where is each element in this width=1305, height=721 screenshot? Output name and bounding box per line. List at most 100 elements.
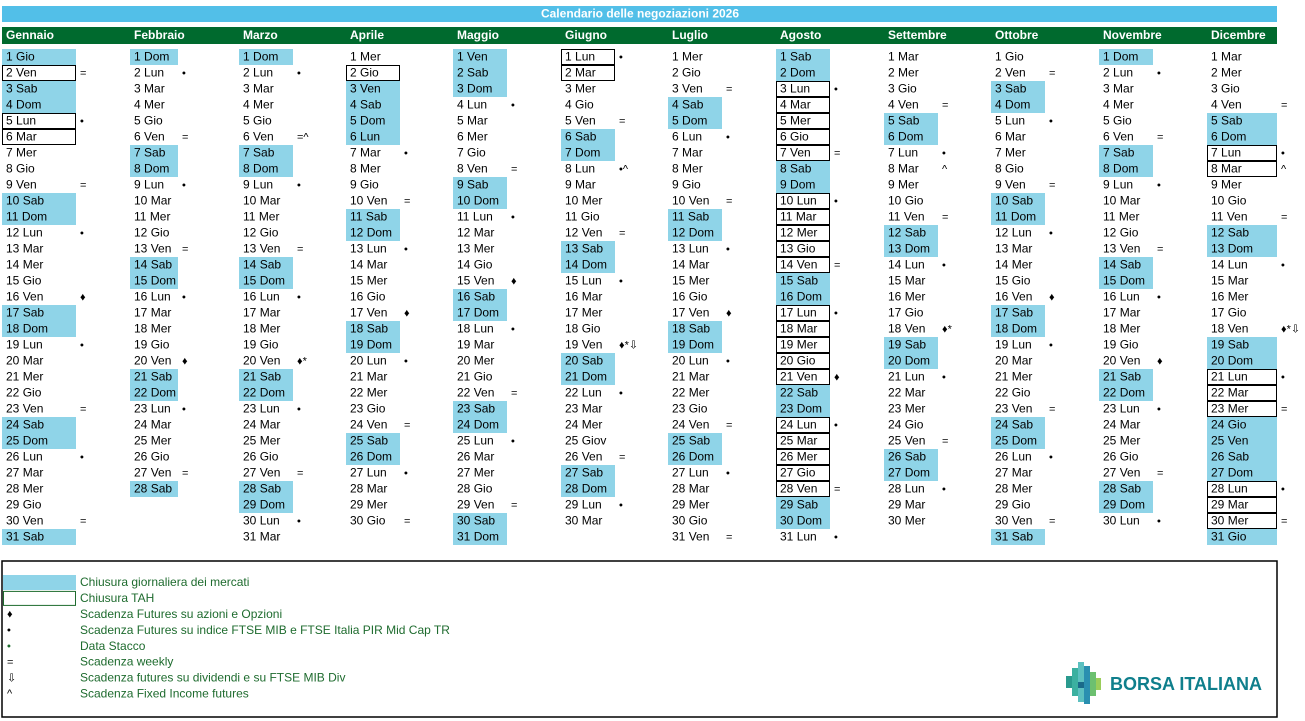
weekday: Mer — [790, 114, 811, 128]
month-name: Marzo — [243, 28, 278, 42]
weekday: Mer — [23, 370, 44, 384]
day: 27 Mer — [457, 466, 494, 480]
day-number: 11 — [134, 210, 147, 224]
day-number: 17 — [780, 306, 794, 320]
day-number: 20 — [672, 354, 686, 368]
day: 12 Dom — [350, 226, 392, 240]
weekday: Lun — [575, 50, 595, 64]
day-symbol: = — [80, 67, 86, 79]
day-symbol: = — [182, 243, 188, 255]
day: 18 Dom — [6, 322, 48, 336]
month-name: Gennaio — [6, 28, 54, 42]
day-number: 15 — [565, 274, 579, 288]
day-number: 27 — [565, 466, 579, 480]
day-number: 7 — [243, 146, 250, 160]
closed-cell — [453, 289, 507, 305]
day: 13 Mar — [6, 242, 43, 256]
day-number: 16 — [457, 290, 471, 304]
weekday: Ven — [905, 434, 926, 448]
day: 21 Sab — [1103, 370, 1141, 384]
day-number: 20 — [134, 354, 148, 368]
closed-cell — [776, 497, 830, 513]
day-number: 7 — [888, 146, 895, 160]
day: 1 Dom — [134, 50, 169, 64]
weekday: Dom — [1113, 162, 1138, 176]
closed-cell — [668, 97, 722, 113]
day: 7 Ven — [780, 146, 811, 160]
tah-cell — [776, 465, 830, 481]
day-symbol: • — [80, 227, 84, 239]
day-number: 2 — [888, 66, 895, 80]
day-number: 21 — [1211, 370, 1225, 384]
day-symbol: = — [404, 515, 410, 527]
day-number: 2 — [6, 66, 13, 80]
weekday: Ven — [151, 242, 172, 256]
day-number: 3 — [6, 82, 13, 96]
weekday: Mer — [467, 130, 488, 144]
day-number: 28 — [457, 482, 471, 496]
day: 3 Gio — [1211, 82, 1240, 96]
weekday: Gio — [797, 242, 816, 256]
weekday: Ven — [474, 274, 495, 288]
tah-cell — [776, 337, 830, 353]
legend-label: Scadenza futures su dividendi e su FTSE … — [80, 671, 345, 685]
day-number: 8 — [888, 162, 895, 176]
day: 19 Mer — [780, 338, 817, 352]
day-symbol: = — [834, 259, 840, 271]
day-symbol: • — [834, 195, 838, 207]
day: 14 Dom — [565, 258, 607, 272]
day-number: 16 — [350, 290, 364, 304]
day-number: 17 — [350, 306, 364, 320]
closed-cell — [239, 385, 293, 401]
day: 30 Sab — [457, 514, 495, 528]
weekday: Sab — [682, 98, 704, 112]
day: 1 Mer — [672, 50, 703, 64]
weekday: Dom — [790, 66, 815, 80]
day-number: 22 — [672, 386, 686, 400]
day: 21 Lun — [1211, 370, 1248, 384]
tah-cell — [776, 353, 830, 369]
day-number: 6 — [457, 130, 464, 144]
closed-cell — [668, 433, 722, 449]
day: 21 Mar — [672, 370, 709, 384]
day-number: 3 — [243, 82, 250, 96]
day: 4 Dom — [995, 98, 1030, 112]
day: 3 Lun — [780, 82, 810, 96]
day: 2 Mer — [888, 66, 919, 80]
day: 9 Gio — [672, 178, 701, 192]
weekday: Sab — [1113, 146, 1135, 160]
day-number: 15 — [1211, 274, 1225, 288]
day: 29 Mer — [672, 498, 709, 512]
weekday: Sab — [1120, 482, 1142, 496]
weekday: Mar — [797, 322, 818, 336]
day-number: 13 — [350, 242, 364, 256]
weekday: Mar — [23, 242, 44, 256]
day-number: 4 — [565, 98, 572, 112]
day-number: 24 — [350, 418, 364, 432]
closed-cell — [130, 145, 178, 161]
day: 18 Ven — [888, 322, 925, 336]
day: 10 Mar — [134, 194, 171, 208]
tah-cell — [1207, 385, 1277, 401]
weekday: Mer — [905, 514, 926, 528]
weekday: Sab — [905, 338, 927, 352]
weekday: Sab — [689, 322, 711, 336]
weekday: Lun — [144, 66, 164, 80]
day: 13 Ven — [1103, 242, 1140, 256]
day: 18 Gio — [565, 322, 601, 336]
day-number: 19 — [1211, 338, 1225, 352]
day: 13 Lun — [672, 242, 709, 256]
day-number: 4 — [457, 98, 464, 112]
day-number: 6 — [565, 130, 572, 144]
weekday: Gio — [689, 290, 708, 304]
day-number: 31 — [1211, 530, 1225, 544]
day-number: 11 — [1103, 210, 1116, 224]
weekday: Sab — [366, 210, 388, 224]
day-number: 15 — [6, 274, 20, 288]
day-symbol: • — [1049, 451, 1053, 463]
weekday: Mer — [1012, 482, 1033, 496]
day: 10 Gio — [1211, 194, 1247, 208]
closed-cell — [2, 81, 76, 97]
day-number: 4 — [6, 98, 13, 112]
closed-cell — [561, 257, 615, 273]
